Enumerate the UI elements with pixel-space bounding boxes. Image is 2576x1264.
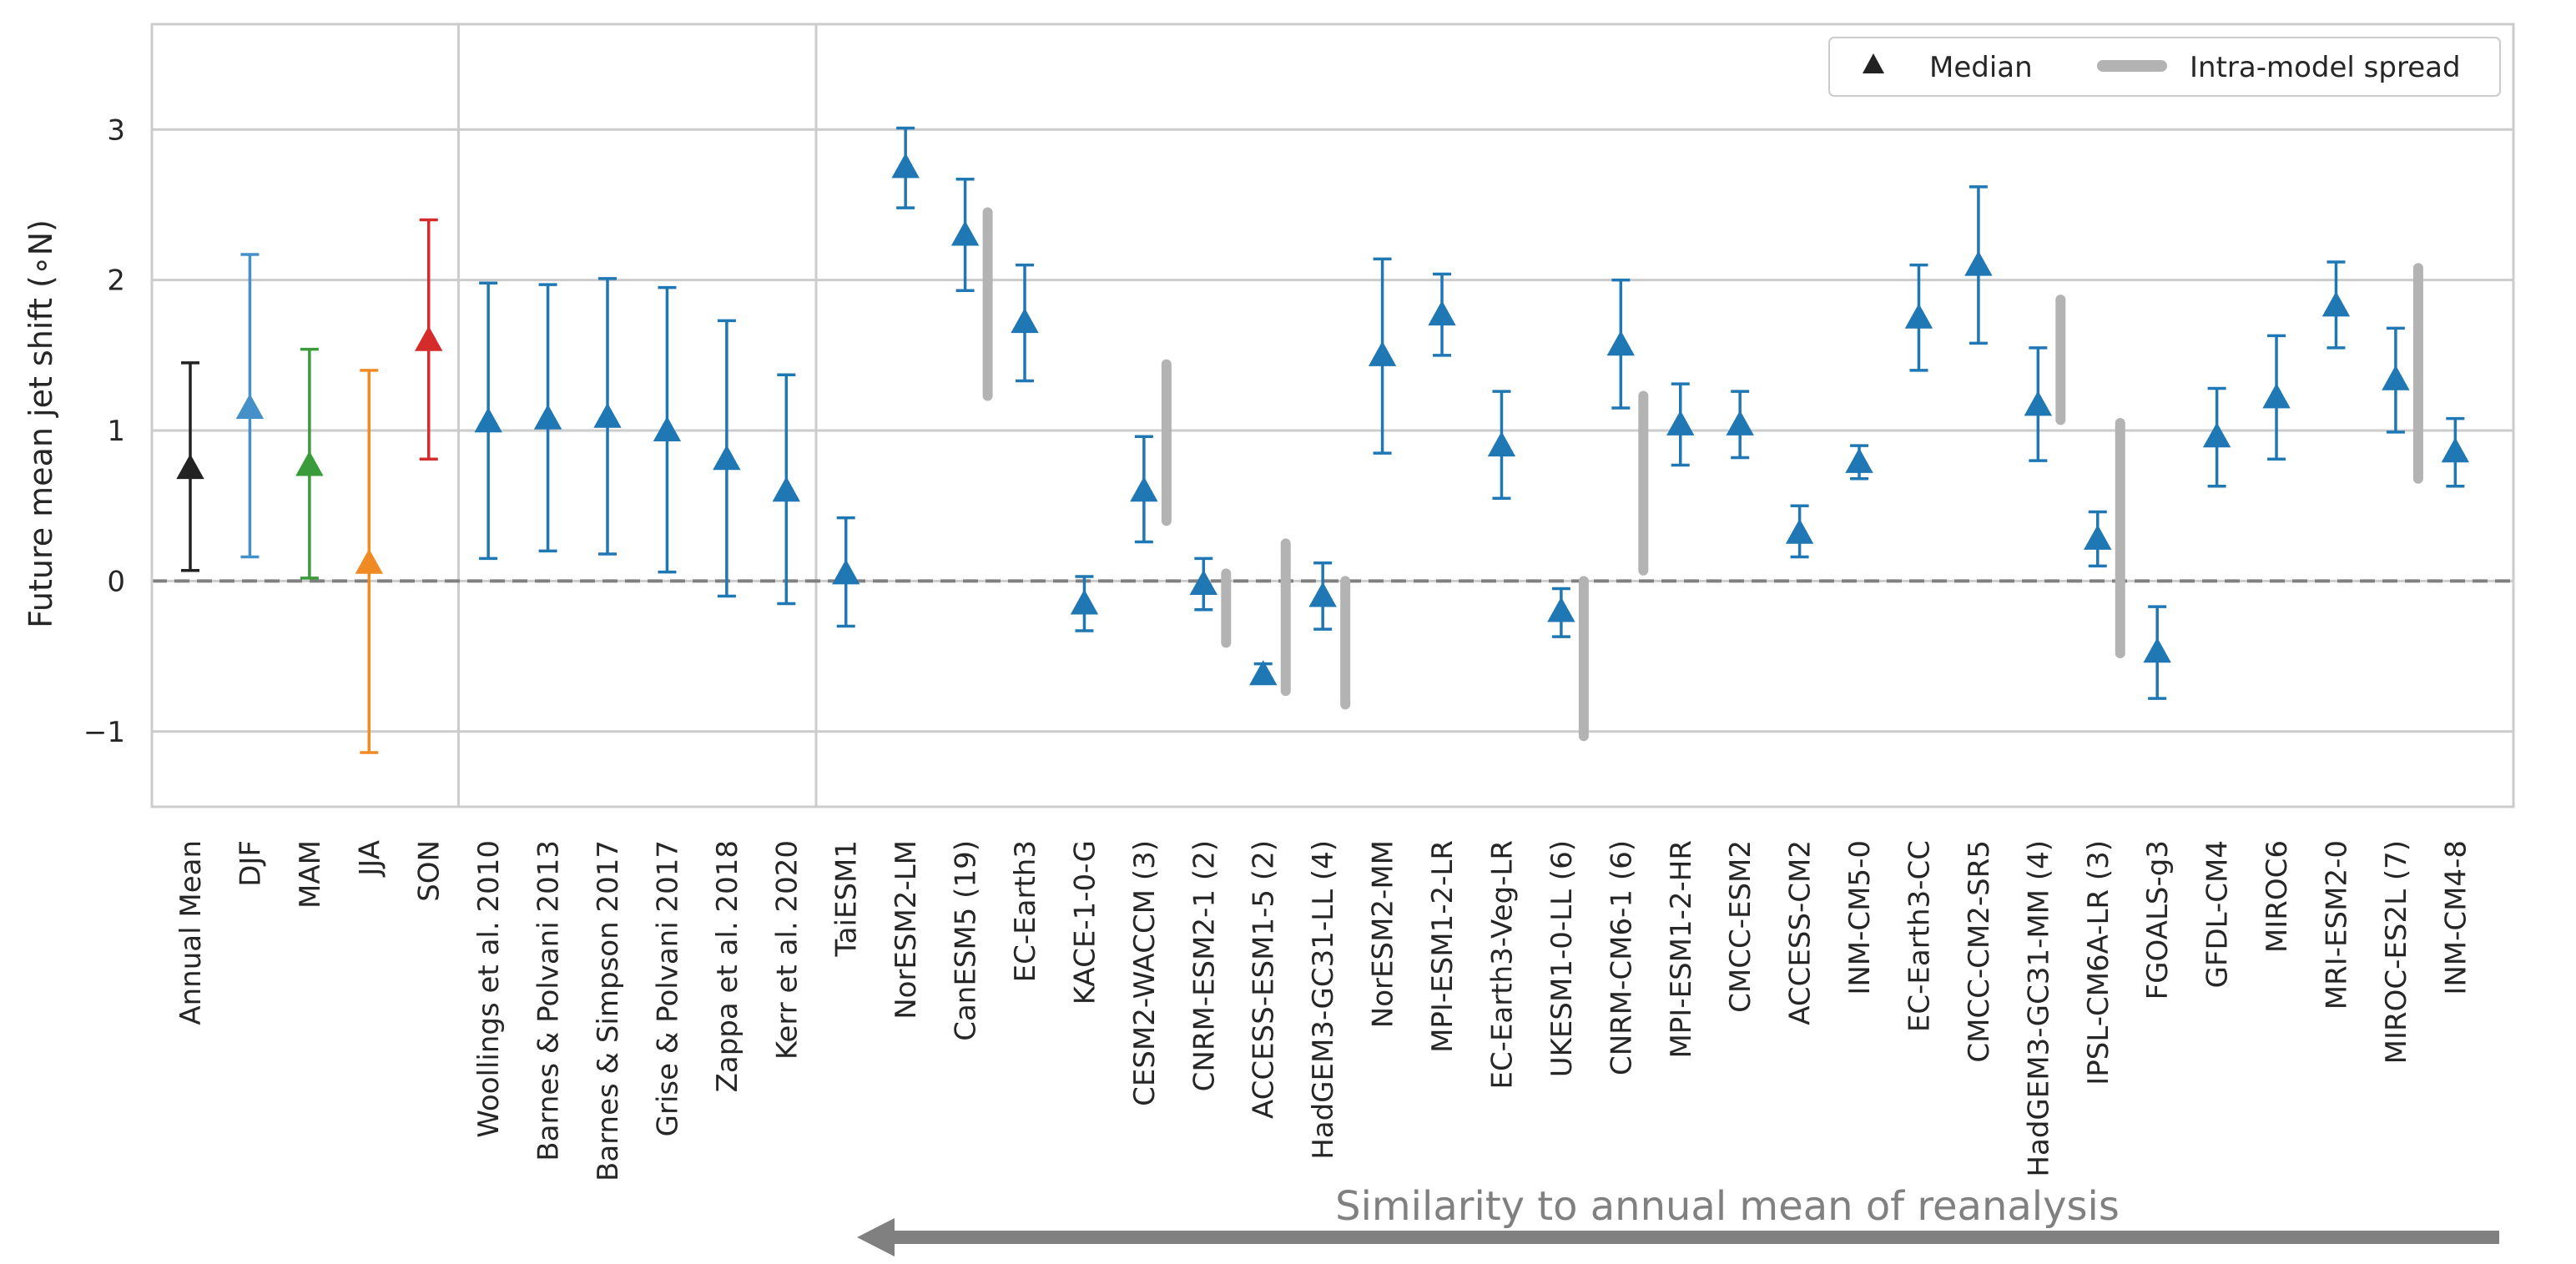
category-label: FGOALS-g3 — [2141, 840, 2175, 1000]
median-marker — [2202, 422, 2231, 448]
category-label: EC-Earth3 — [1009, 840, 1042, 982]
category-label: Barnes & Simpson 2017 — [592, 840, 625, 1181]
y-tick-label: 1 — [107, 415, 125, 448]
category-label: IPSL-CM6A-LR (3) — [2082, 840, 2115, 1085]
category-label: SON — [413, 840, 446, 902]
y-tick-label: 0 — [107, 565, 125, 598]
category-label: EC-Earth3-Veg-LR — [1485, 840, 1519, 1090]
median-marker — [533, 404, 562, 430]
category-label: Grise & Polvani 2017 — [651, 840, 684, 1136]
category-label: UKESM1-0-LL (6) — [1545, 840, 1579, 1077]
median-marker — [1249, 660, 1278, 686]
category-label: MIROC-ES2L (7) — [2380, 840, 2413, 1064]
median-marker — [1428, 300, 1456, 326]
category-label: MAM — [294, 840, 327, 909]
median-marker — [1189, 569, 1218, 596]
median-marker — [1845, 447, 1873, 473]
median-marker — [1785, 518, 1814, 544]
category-label: Annual Mean — [174, 840, 208, 1025]
category-label: CESM2-WACCM (3) — [1128, 840, 1162, 1106]
median-marker — [1130, 476, 1158, 502]
category-label: Zappa et al. 2018 — [711, 840, 744, 1092]
median-marker — [2143, 637, 2171, 663]
category-label: MPI-ESM1-2-LR — [1426, 840, 1459, 1053]
category-label: CNRM-CM6-1 (6) — [1605, 840, 1638, 1075]
similarity-annotation: Similarity to annual mean of reanalysis — [857, 1183, 2499, 1256]
category-label: Kerr et al. 2020 — [770, 840, 804, 1060]
median-marker — [1487, 431, 1516, 457]
median-marker — [891, 153, 920, 179]
category-label: Barnes & Polvani 2013 — [532, 840, 566, 1161]
median-marker — [653, 415, 682, 442]
y-tick-label: 3 — [107, 113, 125, 147]
category-label: HadGEM3-GC31-MM (4) — [2022, 840, 2055, 1177]
median-marker — [1308, 582, 1337, 607]
category-label: CMCC-CM2-SR5 — [1963, 840, 1996, 1063]
median-marker — [950, 220, 980, 246]
legend-median-label: Median — [1929, 51, 2033, 84]
median-marker — [415, 325, 443, 351]
category-label: ACCESS-ESM1-5 (2) — [1248, 840, 1281, 1119]
median-marker — [593, 402, 622, 428]
category-label: CMCC-ESM2 — [1724, 840, 1757, 1013]
category-labels: Annual Mean DJF MAM JJA SON Woollings et al. … — [174, 840, 2473, 1181]
median-marker — [1011, 308, 1039, 334]
category-label: CanESM5 (19) — [950, 840, 983, 1041]
category-label: INM-CM5-0 — [1843, 840, 1877, 995]
median-marker — [1070, 589, 1099, 615]
median-marker — [355, 548, 383, 574]
y-axis-title: Future mean jet shift (∘N) — [23, 219, 59, 628]
category-label: TaiESM1 — [830, 840, 864, 957]
median-marker — [1606, 330, 1636, 356]
category-label: HadGEM3-GC31-LL (4) — [1307, 840, 1340, 1160]
category-label: CNRM-ESM2-1 (2) — [1187, 840, 1221, 1091]
median-marker — [1964, 250, 1993, 276]
median-marker — [1666, 410, 1695, 436]
intra-model-spread-bars — [982, 207, 2423, 742]
median-marker — [2262, 383, 2291, 409]
category-label: ACCESS-CM2 — [1784, 840, 1817, 1025]
median-marker — [1726, 410, 1754, 436]
category-label: INM-CM4-8 — [2439, 840, 2473, 995]
similarity-arrow-head — [857, 1218, 895, 1256]
median-marker — [832, 559, 860, 585]
median-marker — [235, 393, 265, 419]
y-tick-label: 2 — [107, 264, 125, 298]
median-marker — [176, 454, 204, 480]
category-label: NorESM2-MM — [1367, 840, 1400, 1028]
plot-frame — [150, 23, 2515, 808]
median-marker — [2024, 390, 2053, 416]
median-marker — [1547, 597, 1575, 622]
median-marker — [2321, 291, 2351, 317]
category-label: MRI-ESM2-0 — [2320, 840, 2353, 1010]
category-label: EC-Earth3-CC — [1903, 840, 1936, 1032]
legend-spread-label: Intra-model spread — [2190, 51, 2461, 84]
median-marker — [474, 407, 502, 433]
category-label: DJF — [234, 840, 267, 887]
median-marker — [2084, 524, 2112, 550]
median-marker — [2441, 437, 2470, 463]
legend-median-marker — [1863, 53, 1884, 73]
median-marker — [772, 476, 800, 502]
category-label: NorESM2-LM — [890, 840, 923, 1020]
category-label: JJA — [353, 840, 386, 878]
median-marker — [2382, 365, 2410, 390]
median-marker — [1904, 303, 1933, 329]
similarity-annotation-text: Similarity to annual mean of reanalysis — [1335, 1183, 2120, 1230]
category-label: GFDL-CM4 — [2201, 840, 2235, 988]
y-tick-labels: −1 0 1 2 3 — [83, 113, 125, 749]
median-marker — [295, 451, 324, 476]
category-label: MIROC6 — [2261, 840, 2294, 953]
category-label: Woollings et al. 2010 — [472, 840, 506, 1138]
median-marker — [713, 445, 741, 471]
category-label: MPI-ESM1-2-HR — [1665, 840, 1698, 1059]
median-marker — [1368, 340, 1397, 366]
median-markers — [176, 153, 2470, 686]
legend: Median Intra-model spread — [1828, 37, 2501, 97]
category-label: KACE-1-0-G — [1068, 840, 1101, 1005]
y-tick-label: −1 — [83, 716, 125, 749]
group-separators — [456, 24, 818, 807]
